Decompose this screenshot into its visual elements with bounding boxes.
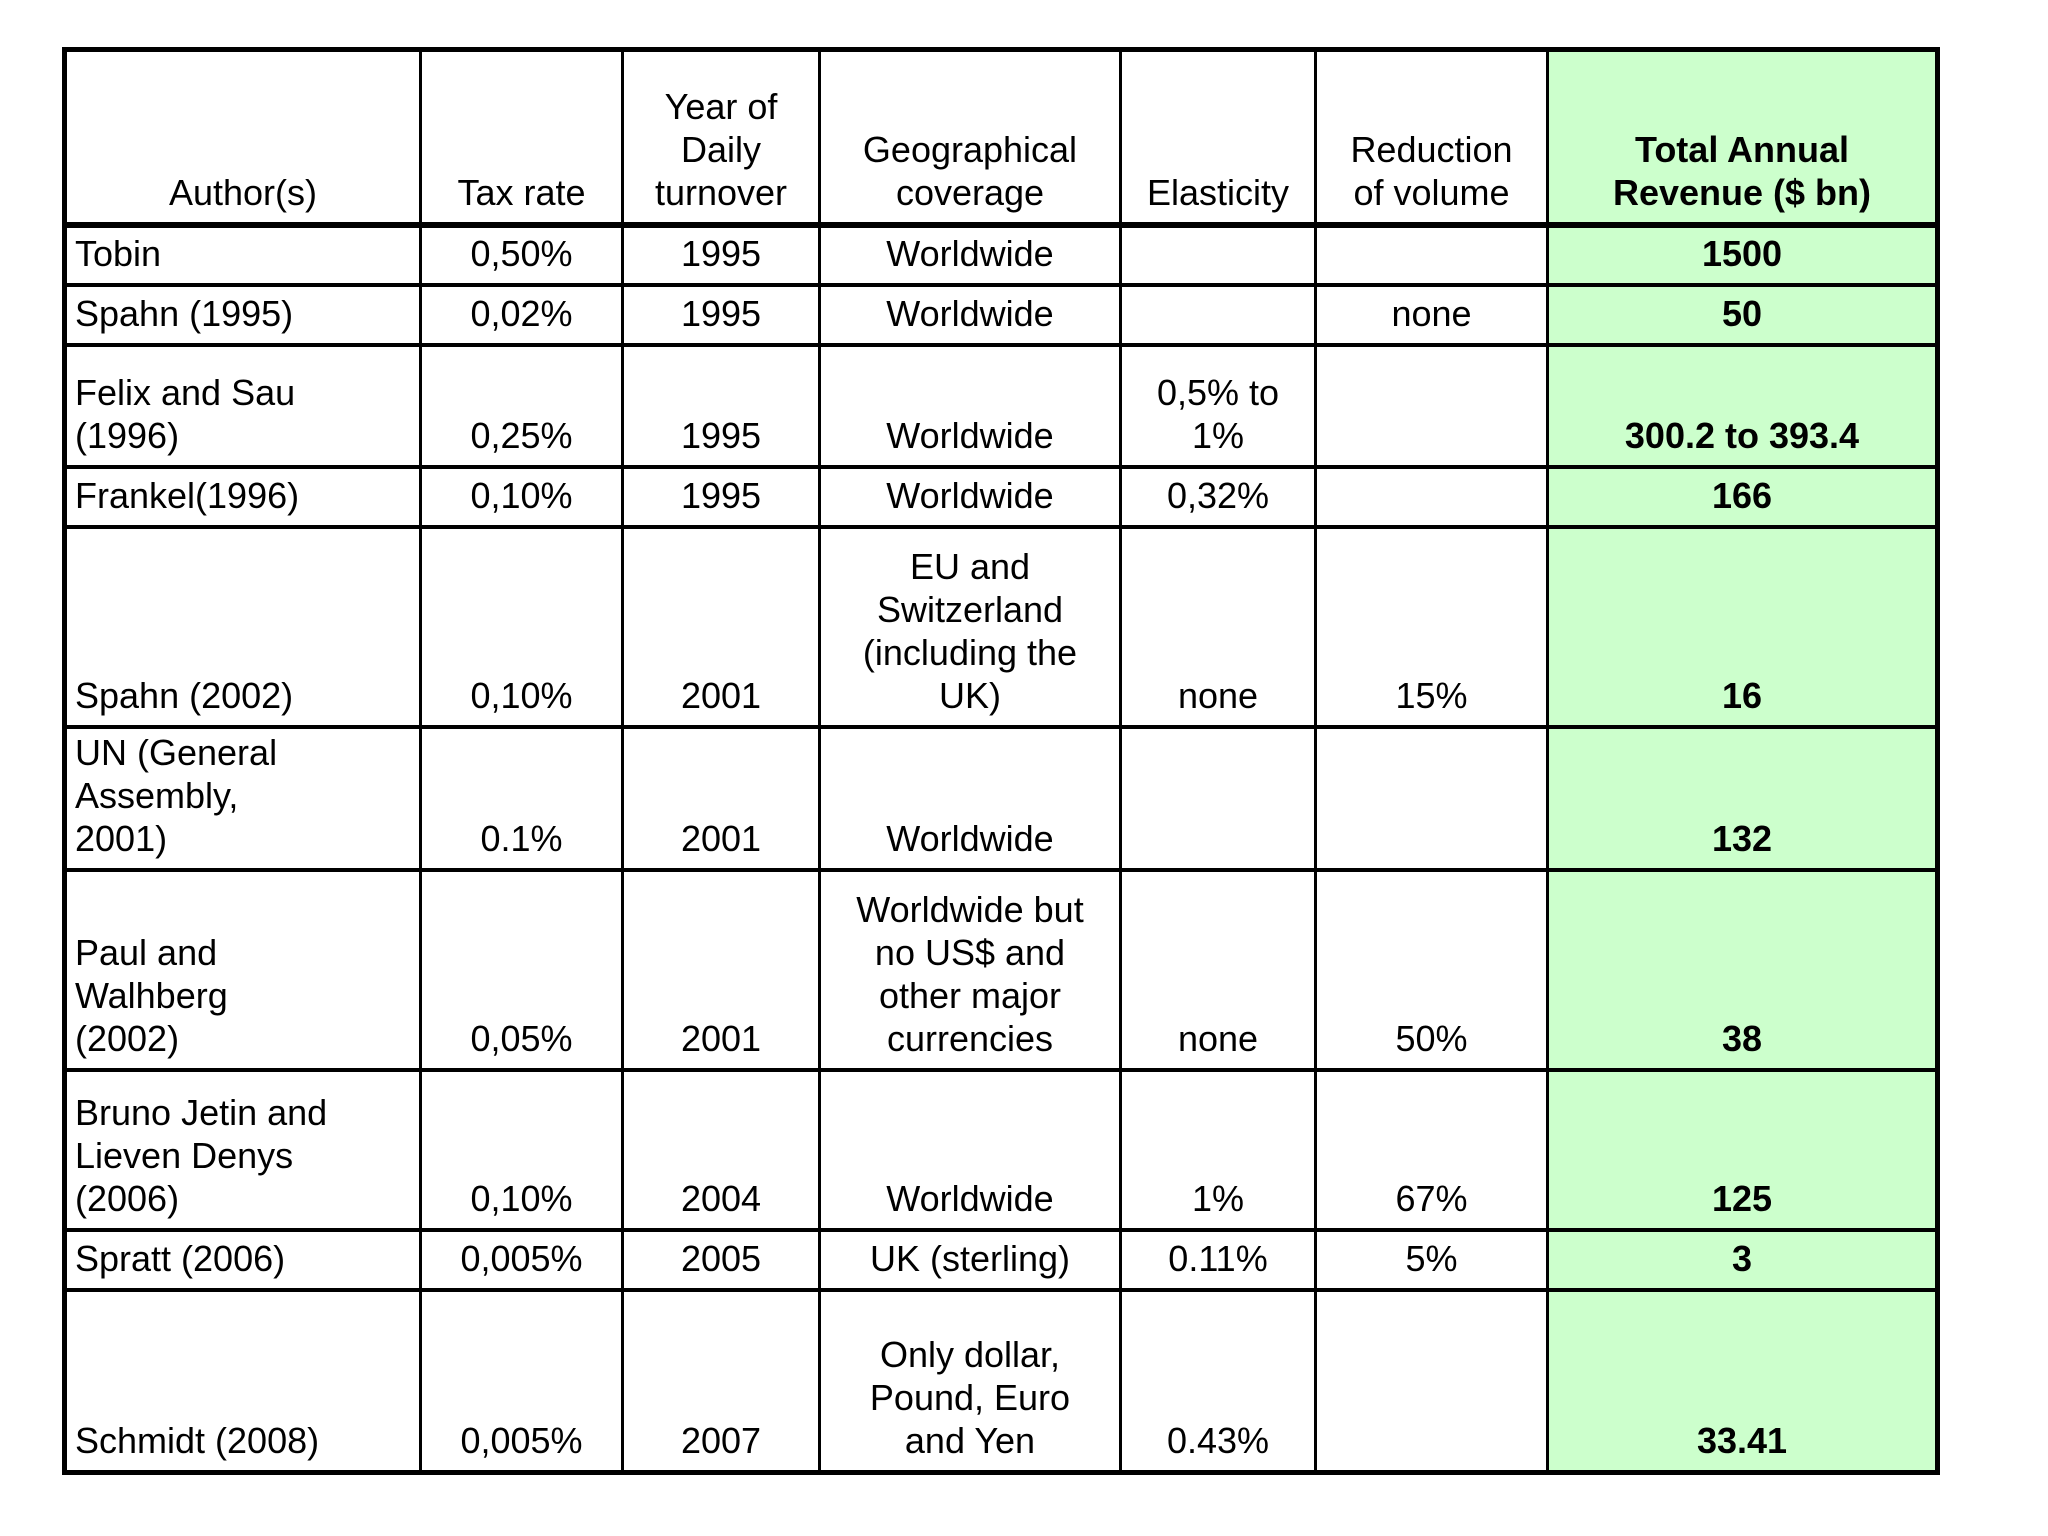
- header-cell-reduction: Reduction of volume: [1314, 47, 1549, 228]
- cell-reduction: [1314, 465, 1549, 529]
- header-cell-elasticity: Elasticity: [1119, 47, 1317, 228]
- cell-tax_rate: 0,10%: [419, 525, 624, 729]
- cell-geo: Worldwide: [818, 1068, 1122, 1232]
- cell-author: UN (General Assembly, 2001): [63, 725, 422, 872]
- cell-revenue: 125: [1546, 1068, 1939, 1232]
- cell-elasticity: 0.11%: [1119, 1228, 1317, 1292]
- table-row: Spratt (2006) 0,005% 2005 UK (sterling) 0.11…: [63, 1228, 1939, 1292]
- table-row: Spahn (1995) 0,02% 1995 Worldwide none 50: [63, 283, 1939, 347]
- cell-reduction: 67%: [1314, 1068, 1549, 1232]
- cell-elasticity: 0,32%: [1119, 465, 1317, 529]
- cell-reduction: [1314, 343, 1549, 469]
- table-row: Felix and Sau (1996) 0,25% 1995 Worldwide 0,…: [63, 343, 1939, 469]
- cell-year: 2004: [621, 1068, 821, 1232]
- table-row: UN (General Assembly, 2001) 0.1% 2001 World…: [63, 725, 1939, 872]
- cell-revenue: 16: [1546, 525, 1939, 729]
- cell-geo: Worldwide: [818, 725, 1122, 872]
- cell-year: 1995: [621, 223, 821, 287]
- cell-geo: Worldwide: [818, 343, 1122, 469]
- table-body: Tobin 0,50% 1995 Worldwide 1500 Spahn (1995) 0…: [63, 223, 1939, 1474]
- cell-geo: Worldwide: [818, 465, 1122, 529]
- cell-author: Frankel(1996): [63, 465, 422, 529]
- cell-elasticity: [1119, 283, 1317, 347]
- table-row: Frankel(1996) 0,10% 1995 Worldwide 0,32% 166: [63, 465, 1939, 529]
- cell-elasticity: none: [1119, 868, 1317, 1072]
- cell-tax_rate: 0.1%: [419, 725, 624, 872]
- cell-geo: Only dollar, Pound, Euro and Yen: [818, 1288, 1122, 1474]
- cell-year: 1995: [621, 343, 821, 469]
- cell-author: Spratt (2006): [63, 1228, 422, 1292]
- cell-tax_rate: 0,02%: [419, 283, 624, 347]
- cell-geo: UK (sterling): [818, 1228, 1122, 1292]
- cell-author: Felix and Sau (1996): [63, 343, 422, 469]
- cell-revenue: 132: [1546, 725, 1939, 872]
- cell-reduction: [1314, 223, 1549, 287]
- cell-elasticity: 0.43%: [1119, 1288, 1317, 1474]
- cell-tax_rate: 0,005%: [419, 1228, 624, 1292]
- cell-revenue: 300.2 to 393.4: [1546, 343, 1939, 469]
- table-row: Paul and Walhberg (2002) 0,05% 2001 Worldwi…: [63, 868, 1939, 1072]
- cell-revenue: 38: [1546, 868, 1939, 1072]
- cell-author: Spahn (1995): [63, 283, 422, 347]
- table-row: Schmidt (2008) 0,005% 2007 Only dollar, Pou…: [63, 1288, 1939, 1474]
- cell-tax_rate: 0,10%: [419, 465, 624, 529]
- cell-year: 1995: [621, 283, 821, 347]
- cell-reduction: [1314, 1288, 1549, 1474]
- cell-author: Spahn (2002): [63, 525, 422, 729]
- header-cell-tax_rate: Tax rate: [419, 47, 624, 228]
- cell-tax_rate: 0,005%: [419, 1288, 624, 1474]
- table-row: Bruno Jetin and Lieven Denys (2006) 0,10%…: [63, 1068, 1939, 1232]
- cell-geo: EU and Switzerland (including the UK): [818, 525, 1122, 729]
- header-cell-geo: Geographical coverage: [818, 47, 1122, 228]
- cell-reduction: [1314, 725, 1549, 872]
- cell-author: Tobin: [63, 223, 422, 287]
- cell-year: 2001: [621, 525, 821, 729]
- cell-revenue: 166: [1546, 465, 1939, 529]
- cell-elasticity: 1%: [1119, 1068, 1317, 1232]
- cell-revenue: 3: [1546, 1228, 1939, 1292]
- cell-reduction: none: [1314, 283, 1549, 347]
- cell-elasticity: [1119, 223, 1317, 287]
- cell-elasticity: none: [1119, 525, 1317, 729]
- cell-year: 2005: [621, 1228, 821, 1292]
- cell-revenue: 1500: [1546, 223, 1939, 287]
- cell-revenue: 33.41: [1546, 1288, 1939, 1474]
- cell-reduction: 5%: [1314, 1228, 1549, 1292]
- table-row: Spahn (2002) 0,10% 2001 EU and Switzerland …: [63, 525, 1939, 729]
- cell-reduction: 50%: [1314, 868, 1549, 1072]
- cell-geo: Worldwide: [818, 283, 1122, 347]
- cell-author: Bruno Jetin and Lieven Denys (2006): [63, 1068, 422, 1232]
- header-cell-revenue: Total Annual Revenue ($ bn): [1546, 47, 1939, 228]
- cell-year: 1995: [621, 465, 821, 529]
- cell-reduction: 15%: [1314, 525, 1549, 729]
- cell-tax_rate: 0,50%: [419, 223, 624, 287]
- cell-year: 2001: [621, 725, 821, 872]
- tobin-tax-revenue-estimates-table: Author(s) Tax rate Year of Daily turnover G…: [62, 47, 1940, 1475]
- header-cell-author: Author(s): [63, 47, 422, 228]
- cell-year: 2007: [621, 1288, 821, 1474]
- cell-elasticity: [1119, 725, 1317, 872]
- cell-tax_rate: 0,25%: [419, 343, 624, 469]
- cell-revenue: 50: [1546, 283, 1939, 347]
- cell-year: 2001: [621, 868, 821, 1072]
- header-row: Author(s) Tax rate Year of Daily turnover G…: [63, 47, 1939, 228]
- cell-author: Schmidt (2008): [63, 1288, 422, 1474]
- cell-tax_rate: 0,10%: [419, 1068, 624, 1232]
- cell-geo: Worldwide: [818, 223, 1122, 287]
- cell-tax_rate: 0,05%: [419, 868, 624, 1072]
- cell-geo: Worldwide but no US$ and other major cur…: [818, 868, 1122, 1072]
- cell-elasticity: 0,5% to 1%: [1119, 343, 1317, 469]
- header-cell-year: Year of Daily turnover: [621, 47, 821, 228]
- cell-author: Paul and Walhberg (2002): [63, 868, 422, 1072]
- table-row: Tobin 0,50% 1995 Worldwide 1500: [63, 223, 1939, 287]
